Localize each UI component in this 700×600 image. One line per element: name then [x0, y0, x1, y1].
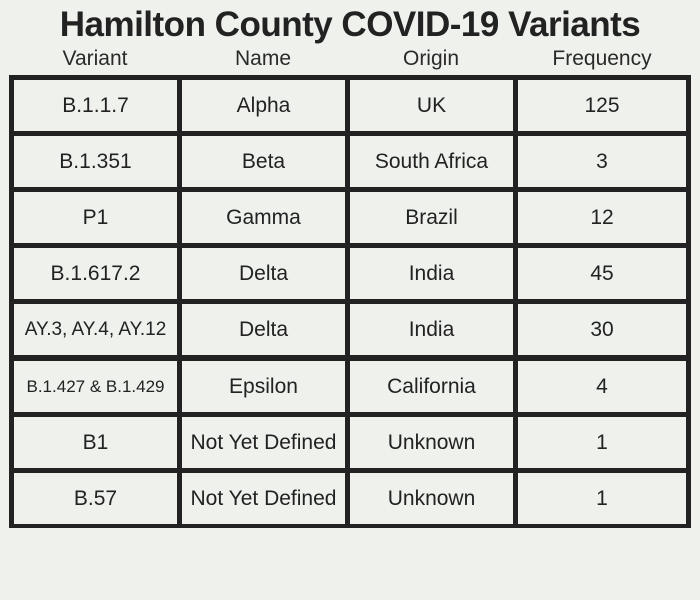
variant-cell: B.1.427 & B.1.429 — [14, 361, 177, 412]
variant-cell: AY.3, AY.4, AY.12 — [14, 304, 177, 355]
frequency-cell: 125 — [518, 80, 686, 131]
frequency-cell: 12 — [518, 192, 686, 243]
table-header-row: Variant Name Origin Frequency — [0, 44, 700, 74]
variant-cell: P1 — [14, 192, 177, 243]
frequency-cell: 30 — [518, 304, 686, 355]
origin-cell: South Africa — [350, 136, 513, 187]
origin-cell: California — [350, 361, 513, 412]
frequency-cell: 1 — [518, 417, 686, 468]
origin-cell: Brazil — [350, 192, 513, 243]
origin-cell: India — [350, 248, 513, 299]
header-variant: Variant — [62, 47, 128, 70]
frequency-cell: 3 — [518, 136, 686, 187]
variants-table: B.1.1.7 Alpha UK 125 B.1.351 Beta South Africa… — [9, 75, 691, 528]
origin-cell: UK — [350, 80, 513, 131]
name-cell: Alpha — [182, 80, 345, 131]
origin-cell: Unknown — [350, 417, 513, 468]
name-cell: Not Yet Defined — [182, 473, 345, 524]
variant-cell: B.1.617.2 — [14, 248, 177, 299]
frequency-cell: 45 — [518, 248, 686, 299]
frequency-cell: 1 — [518, 473, 686, 524]
name-cell: Delta — [182, 304, 345, 355]
name-cell: Epsilon — [182, 361, 345, 412]
name-cell: Gamma — [182, 192, 345, 243]
header-name: Name — [234, 47, 292, 70]
origin-cell: India — [350, 304, 513, 355]
header-frequency: Frequency — [552, 47, 652, 70]
name-cell: Delta — [182, 248, 345, 299]
frequency-cell: 4 — [518, 361, 686, 412]
origin-cell: Unknown — [350, 473, 513, 524]
name-cell: Beta — [182, 136, 345, 187]
variant-cell: B1 — [14, 417, 177, 468]
name-cell: Not Yet Defined — [182, 417, 345, 468]
chart-title: Hamilton County COVID-19 Variants — [59, 5, 641, 44]
variant-cell: B.1.1.7 — [14, 80, 177, 131]
variant-cell: B.57 — [14, 473, 177, 524]
header-origin: Origin — [402, 47, 460, 70]
variant-cell: B.1.351 — [14, 136, 177, 187]
